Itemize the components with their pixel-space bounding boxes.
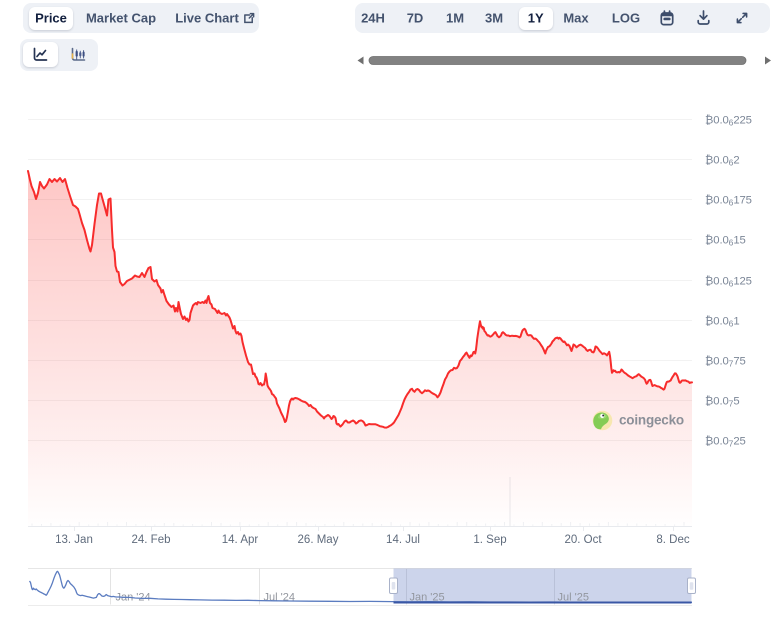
svg-text:14. Apr: 14. Apr: [222, 534, 259, 546]
svg-text:₿0.061: ₿0.061: [705, 315, 740, 328]
svg-text:₿0.06225: ₿0.06225: [705, 114, 752, 127]
svg-text:Jul '24: Jul '24: [264, 592, 295, 604]
svg-text:₿0.06175: ₿0.06175: [705, 194, 752, 207]
svg-text:₿0.0725: ₿0.0725: [705, 435, 746, 448]
svg-text:₿0.06125: ₿0.06125: [705, 275, 752, 288]
svg-text:Jul '25: Jul '25: [558, 592, 589, 604]
svg-text:Jan '25: Jan '25: [410, 592, 445, 604]
svg-text:coingecko: coingecko: [619, 413, 684, 428]
svg-text:8. Dec: 8. Dec: [656, 534, 689, 546]
svg-text:13. Jan: 13. Jan: [55, 534, 93, 546]
svg-text:26. May: 26. May: [298, 534, 339, 546]
svg-text:₿0.0775: ₿0.0775: [705, 355, 746, 368]
svg-text:24. Feb: 24. Feb: [132, 534, 171, 546]
svg-text:₿0.0615: ₿0.0615: [705, 234, 746, 247]
svg-text:₿0.062: ₿0.062: [705, 154, 740, 167]
svg-text:14. Jul: 14. Jul: [386, 534, 420, 546]
svg-text:20. Oct: 20. Oct: [564, 534, 602, 546]
svg-text:1. Sep: 1. Sep: [473, 534, 506, 546]
svg-text:₿0.075: ₿0.075: [705, 395, 740, 408]
